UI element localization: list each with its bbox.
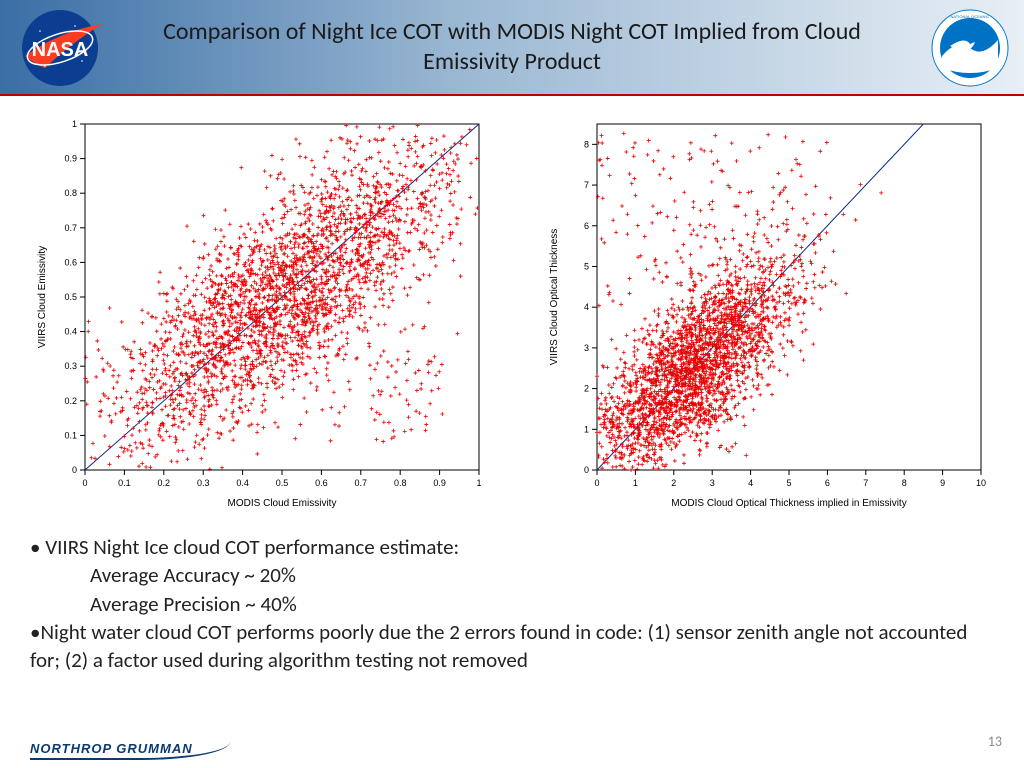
svg-text:2: 2 bbox=[584, 384, 589, 394]
bullet-text-block: • VIIRS Night Ice cloud COT performance … bbox=[0, 527, 1024, 675]
svg-text:10: 10 bbox=[976, 478, 986, 488]
right-scatter-chart: 0 1 2 3 4 5 6 7 8 9 10 0 1 2 3 4 5 6 7 8 MODIS Cloud Optical… bbox=[543, 114, 993, 519]
svg-text:0: 0 bbox=[584, 465, 589, 475]
svg-text:1: 1 bbox=[584, 424, 589, 434]
svg-text:0.9: 0.9 bbox=[64, 154, 77, 164]
svg-text:VIIRS Cloud Optical Thickness: VIIRS Cloud Optical Thickness bbox=[549, 229, 560, 366]
svg-text:7: 7 bbox=[584, 180, 589, 190]
svg-text:0.3: 0.3 bbox=[197, 478, 210, 488]
svg-text:0.5: 0.5 bbox=[64, 292, 77, 302]
bullet-1b: Average Precision ~ 40% bbox=[30, 590, 994, 618]
svg-text:0.6: 0.6 bbox=[315, 478, 328, 488]
svg-text:0.2: 0.2 bbox=[64, 396, 77, 406]
svg-text:NATIONAL OCEANIC: NATIONAL OCEANIC bbox=[951, 14, 990, 19]
svg-text:0: 0 bbox=[72, 465, 77, 475]
noaa-logo-icon: NATIONAL OCEANIC bbox=[930, 8, 1010, 88]
northrop-grumman-arc-icon bbox=[30, 742, 230, 760]
svg-text:6: 6 bbox=[584, 221, 589, 231]
svg-text:0.4: 0.4 bbox=[64, 327, 77, 337]
svg-text:7: 7 bbox=[863, 478, 868, 488]
svg-text:4: 4 bbox=[584, 302, 589, 312]
bullet-1a: Average Accuracy ~ 20% bbox=[30, 561, 994, 589]
svg-text:5: 5 bbox=[786, 478, 791, 488]
slide-footer: NORTHROP GRUMMAN 13 bbox=[0, 722, 1024, 756]
svg-text:0.1: 0.1 bbox=[64, 430, 77, 440]
svg-text:3: 3 bbox=[710, 478, 715, 488]
svg-text:VIIRS Cloud Emissivity: VIIRS Cloud Emissivity bbox=[37, 246, 48, 348]
svg-text:9: 9 bbox=[940, 478, 945, 488]
svg-text:0.8: 0.8 bbox=[394, 478, 407, 488]
charts-row: 00.10.20.30.40.50.60.70.80.9100.10.20.30… bbox=[0, 96, 1024, 527]
svg-text:1: 1 bbox=[633, 478, 638, 488]
bullet-1: • VIIRS Night Ice cloud COT performance … bbox=[30, 533, 994, 561]
svg-text:4: 4 bbox=[748, 478, 753, 488]
left-scatter-chart: 0 0.1 0.2 0.3 0.4 0.5 0.6 0.7 0.8 0.9 1 0 0.1 0.2 0.3 0… bbox=[31, 114, 491, 519]
slide-title: Comparison of Night Ice COT with MODIS N… bbox=[152, 17, 872, 77]
svg-text:8: 8 bbox=[902, 478, 907, 488]
svg-text:1: 1 bbox=[476, 478, 481, 488]
svg-text:0: 0 bbox=[82, 478, 87, 488]
bullet-2: •Night water cloud COT performs poorly d… bbox=[30, 618, 994, 675]
svg-text:MODIS Cloud Emissivity: MODIS Cloud Emissivity bbox=[228, 498, 337, 509]
svg-text:0.8: 0.8 bbox=[64, 188, 77, 198]
svg-text:0.4: 0.4 bbox=[236, 478, 249, 488]
svg-text:0.7: 0.7 bbox=[64, 223, 77, 233]
svg-text:3: 3 bbox=[584, 343, 589, 353]
svg-text:0.9: 0.9 bbox=[433, 478, 446, 488]
svg-text:0.3: 0.3 bbox=[64, 361, 77, 371]
svg-text:NASA: NASA bbox=[32, 39, 89, 61]
svg-text:0: 0 bbox=[594, 478, 599, 488]
nasa-logo-icon: NASA bbox=[10, 6, 110, 90]
svg-text:2: 2 bbox=[671, 478, 676, 488]
svg-text:5: 5 bbox=[584, 261, 589, 271]
svg-text:0.5: 0.5 bbox=[276, 478, 289, 488]
svg-text:0.6: 0.6 bbox=[64, 257, 77, 267]
svg-text:MODIS Cloud Optical Thickness: MODIS Cloud Optical Thickness implied in… bbox=[671, 498, 906, 509]
svg-text:8: 8 bbox=[584, 139, 589, 149]
svg-text:0.7: 0.7 bbox=[355, 478, 368, 488]
svg-text:0.2: 0.2 bbox=[158, 478, 171, 488]
page-number: 13 bbox=[988, 733, 1002, 750]
slide-header: NASA Comparison of Night Ice COT with MO… bbox=[0, 0, 1024, 96]
svg-text:6: 6 bbox=[825, 478, 830, 488]
svg-text:0.1: 0.1 bbox=[118, 478, 131, 488]
svg-text:1: 1 bbox=[72, 119, 77, 129]
